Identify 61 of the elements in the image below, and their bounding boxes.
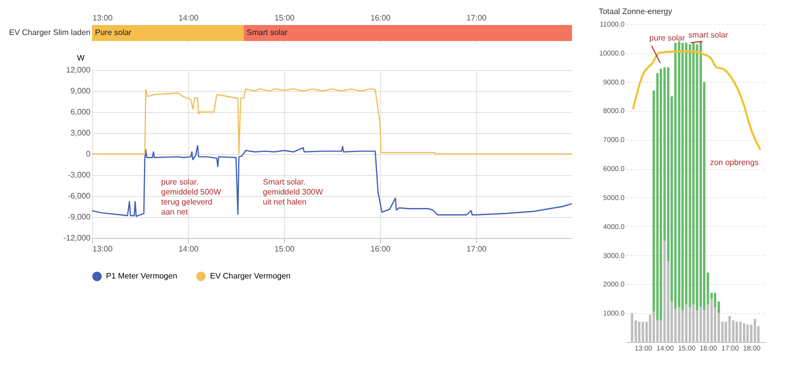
- bar: [696, 44, 698, 310]
- bar: [681, 42, 684, 310]
- bar: [656, 73, 659, 320]
- bar: [739, 322, 742, 342]
- series-label: Pure solar: [95, 28, 132, 37]
- bar: [732, 320, 734, 342]
- bar: [648, 314, 652, 342]
- annotation: smart solar: [688, 30, 728, 40]
- x-tick-label: 15:00: [274, 244, 296, 254]
- bar: [630, 313, 634, 342]
- y-axis-title: W: [76, 54, 85, 62]
- annotation: Smart solar. gemiddeld 300W uit net halen: [262, 178, 324, 206]
- bar: [688, 44, 692, 308]
- line-series: [632, 50, 762, 151]
- chart-title: Totaal Zonne-energy: [598, 7, 672, 16]
- line-series: [91, 88, 573, 155]
- y-tick-label: -6,000: [68, 192, 92, 200]
- bar: [660, 68, 662, 320]
- legend-label: P1 Meter Vermogen: [106, 271, 178, 280]
- bar: [674, 42, 677, 309]
- bar: [742, 323, 746, 342]
- y-tick-label: 12,000: [66, 66, 92, 74]
- y-tick-label: -9,000: [68, 212, 92, 222]
- bar: [688, 307, 692, 342]
- y-tick-label: -12,000: [63, 234, 92, 242]
- bar: [652, 312, 655, 342]
- annotation: pure solar. gemiddeld 500W terug geleverd aan net: [161, 178, 222, 216]
- x-tick-label: 15:00: [274, 14, 296, 22]
- bar: [728, 316, 731, 342]
- x-tick-label: 14:00: [178, 14, 200, 22]
- x-tick-label: 16:00: [370, 244, 392, 254]
- y-tick-label: 3,000: [70, 128, 92, 138]
- bar: [663, 240, 666, 342]
- bar: [746, 324, 749, 342]
- x-tick-label: 17:00: [466, 244, 488, 254]
- x-tick-label: 14:00: [178, 244, 200, 254]
- bar: [685, 304, 688, 342]
- bar: [700, 41, 702, 308]
- line-series: [91, 145, 573, 217]
- legend-label: EV Charger Vermogen: [210, 271, 290, 280]
- bar: [638, 322, 640, 342]
- bar: [678, 41, 680, 308]
- y-tick-label: 0: [86, 150, 92, 158]
- x-tick-label: 17:00: [466, 14, 488, 22]
- bar: [700, 307, 702, 342]
- y-tick-label: 9,000: [70, 86, 92, 96]
- annotation: pure solar: [649, 33, 686, 42]
- y-tick-label: 6,000: [70, 108, 92, 116]
- bar: [710, 298, 713, 342]
- bar: [678, 307, 680, 342]
- bar: [642, 322, 644, 342]
- bar: [692, 304, 695, 342]
- x-tick-label: 13:00: [92, 244, 114, 254]
- bar: [736, 322, 738, 342]
- y-tick-label: EV Charger Slim laden: [9, 28, 90, 37]
- x-tick-label: 13:00: [92, 14, 114, 22]
- annotation: zon opbrengs: [710, 158, 759, 167]
- series-label: Smart solar: [246, 28, 288, 37]
- bar: [754, 318, 756, 342]
- y-tick-label: -3,000: [68, 170, 92, 180]
- x-tick-label: 16:00: [370, 14, 392, 22]
